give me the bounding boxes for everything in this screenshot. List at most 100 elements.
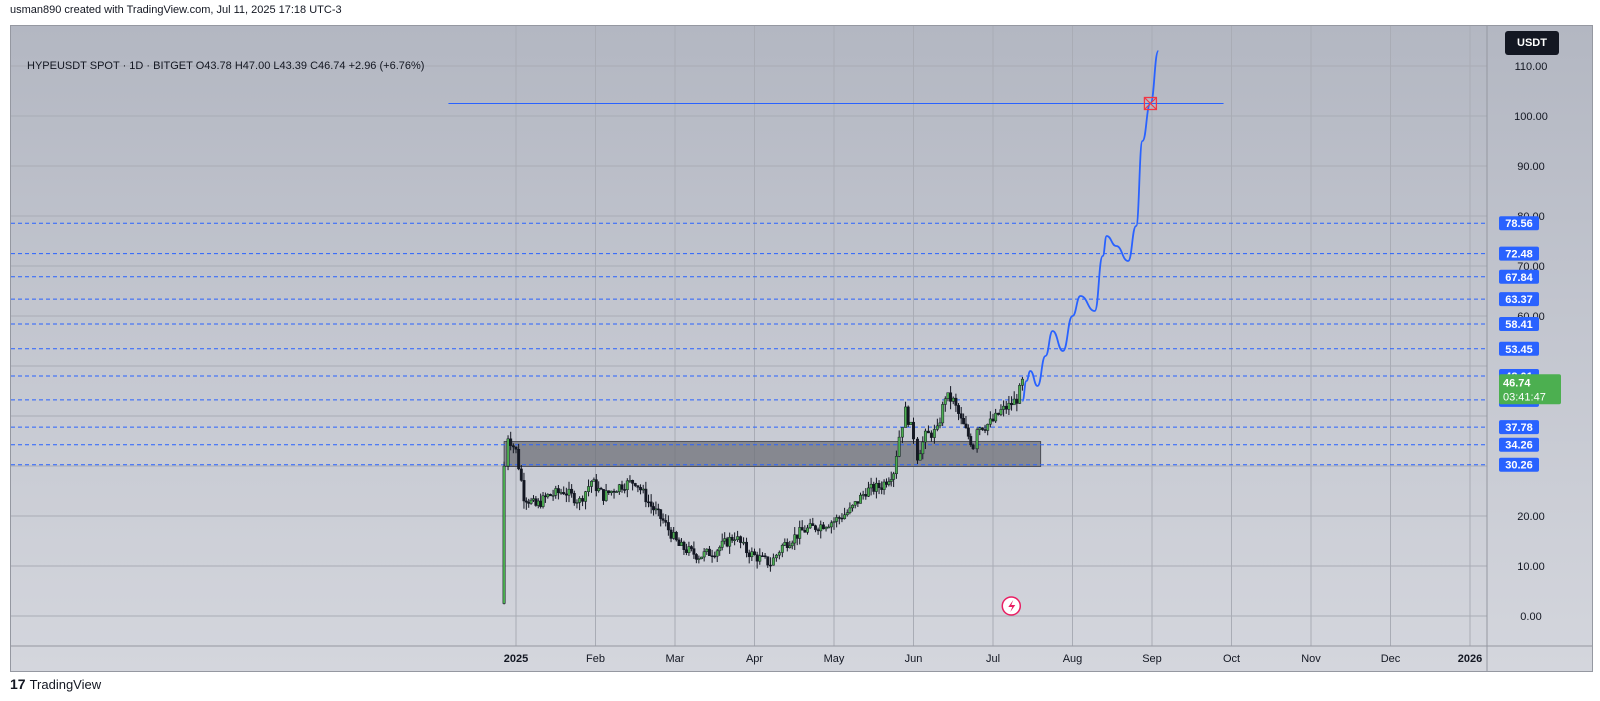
candle-body [708,548,711,556]
x-tick-label: Jun [905,653,923,665]
countdown-label: 03:41:47 [1503,391,1546,403]
candle-body [1012,398,1016,406]
target-marker-icon [1143,97,1157,110]
candle-body [790,542,794,547]
x-tick-label: Jul [986,653,1000,665]
candle-body [575,502,579,504]
candle-body [882,481,886,490]
candle-body [654,508,658,511]
current-price-label: 46.74 [1503,377,1531,389]
candle-body [840,517,844,520]
candle-body [697,558,701,560]
candle-body [946,392,950,400]
candle-body [532,498,535,501]
candle-body [556,488,560,493]
chart-canvas[interactable]: 110.00100.0090.0080.0070.0060.0020.0010.… [11,26,1592,671]
candle-body [710,555,714,557]
candle-body [723,538,727,542]
candle-body [783,542,787,546]
candle-body [793,534,797,544]
candle-body [551,495,555,497]
candle-body [1004,405,1008,410]
projection-path [1021,50,1160,402]
candle-body [938,422,942,427]
candle-body [700,556,703,559]
candle-body [971,444,975,450]
candle-body [803,529,807,533]
candle-body [780,544,784,553]
candle-body [534,498,538,506]
candle-body [816,529,820,532]
candle-body [824,527,828,530]
candle-body [511,445,515,448]
candle-body [1010,402,1013,406]
x-tick-label: Apr [746,653,763,665]
candle-body [689,546,693,549]
candle-body [909,421,913,425]
currency-button[interactable]: USDT [1505,31,1559,55]
candle-body [659,509,663,519]
candle-body [682,541,686,550]
candle-body [636,485,640,488]
candle-body [572,493,576,504]
candle-body [519,468,523,481]
candle-body [904,406,907,428]
candle-body [715,550,719,557]
candle-body [570,488,574,494]
candle-body [549,494,552,496]
candle-body [607,490,611,493]
candle-body [599,487,603,490]
candle-body [921,441,925,455]
candle-body [649,501,653,507]
candle-body [892,473,896,480]
candle-body [539,500,543,507]
footer-brand[interactable]: 17 TradingView [10,676,101,692]
candle-body [894,456,898,475]
price-level-label: 78.56 [1505,218,1533,230]
candle-body [625,480,629,490]
candle-body [617,484,621,492]
x-tick-label: Oct [1223,653,1240,665]
candle-body [597,487,601,492]
candle-body [543,495,547,498]
price-level-badge [1499,420,1539,435]
candle-body [821,524,825,530]
candle-body [926,430,930,434]
candle-body [859,494,862,504]
candle-body [702,551,706,558]
candle-body [750,551,754,558]
candle-body [536,500,540,506]
candle-body [916,438,919,461]
price-level-label: 53.45 [1505,344,1533,356]
candle-body [1015,398,1019,404]
candle-body [602,489,605,501]
candle-body [785,542,789,548]
candle-body [677,539,681,546]
candle-body [845,512,849,516]
candle-body [843,514,847,519]
candle-body [631,480,635,484]
candle-body [705,548,709,552]
candle-body [517,449,521,470]
price-level-label: 58.41 [1505,319,1533,331]
candle-body [546,494,550,498]
candle-body [562,492,566,495]
candle-body [959,413,963,419]
candle-body [623,489,627,491]
chart-pane[interactable]: 110.00100.0090.0080.0070.0060.0020.0010.… [10,25,1593,672]
candle-body [554,488,558,496]
candle-body [641,488,645,491]
symbol-info: HYPEUSDT SPOT · 1D · BITGET O43.78 H47.0… [27,60,425,72]
candle-body [730,537,734,541]
price-level-label: 72.48 [1505,249,1533,261]
candle-body [885,481,888,485]
candle-body [768,564,772,567]
candle-body [720,540,724,548]
candle-body [941,404,945,424]
candle-body [694,554,698,560]
candle-body [502,465,506,604]
candle-body [788,545,792,548]
candle-body [856,501,860,504]
candle-body [522,480,526,502]
candle-body [578,498,582,503]
